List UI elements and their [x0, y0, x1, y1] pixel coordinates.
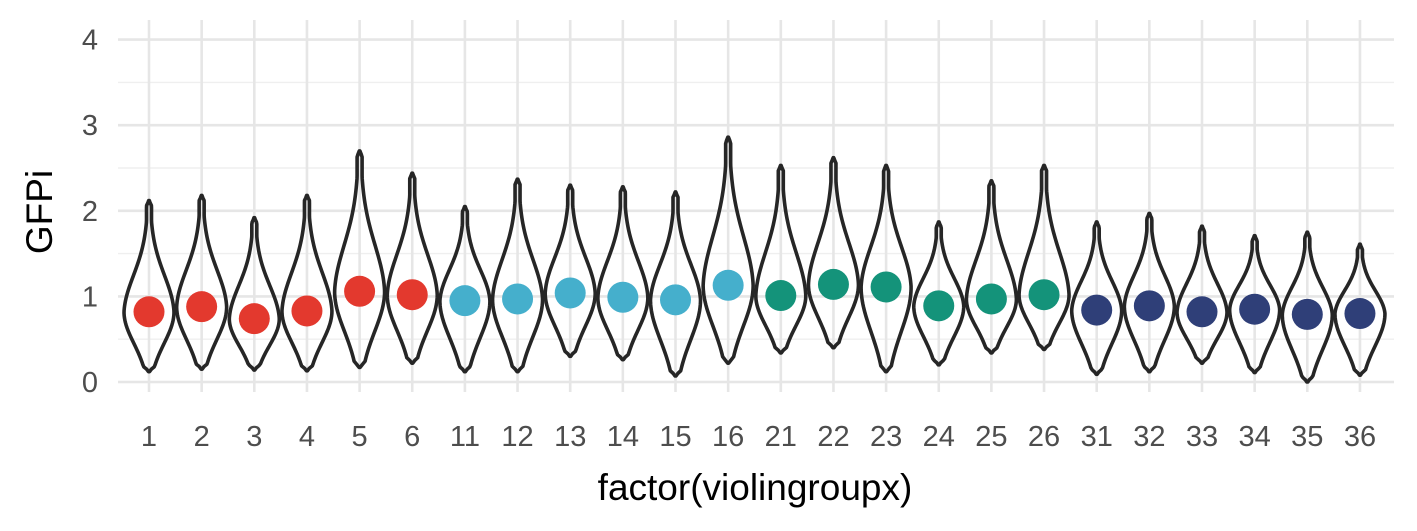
- violin-22: [806, 155, 861, 350]
- point-34: [1239, 293, 1271, 325]
- point-4: [291, 295, 323, 327]
- x-tick-label: 3: [246, 421, 262, 453]
- point-33: [1186, 296, 1218, 328]
- x-tick-label: 13: [554, 421, 586, 453]
- violins: [122, 135, 1387, 384]
- point-26: [1028, 279, 1060, 311]
- point-24: [923, 290, 955, 322]
- x-tick-labels: 1 2 3 4 5 6 11 12 13 14 15 16 21 22 23 24 25 26 31 32 33 34 35…: [141, 421, 1376, 453]
- x-tick-label: 34: [1239, 421, 1271, 453]
- y-tick-label: 1: [82, 281, 98, 313]
- point-16: [712, 269, 744, 301]
- violin-33: [1175, 224, 1229, 365]
- x-tick-label: 22: [817, 421, 849, 453]
- violin-2: [174, 193, 229, 371]
- point-11: [449, 285, 481, 317]
- x-tick-label: 15: [659, 421, 691, 453]
- points: [133, 268, 1376, 335]
- x-tick-label: 36: [1344, 421, 1376, 453]
- violin-14: [596, 185, 650, 362]
- x-tick-label: 16: [712, 421, 744, 453]
- x-tick-label: 26: [1028, 421, 1060, 453]
- violin-26: [1017, 163, 1071, 352]
- point-1: [133, 296, 165, 328]
- violin-15: [648, 190, 703, 378]
- violin-25: [964, 179, 1019, 355]
- violin-13: [543, 183, 597, 359]
- violin-16: [701, 135, 755, 365]
- violin-6: [385, 171, 440, 365]
- point-23: [870, 271, 902, 303]
- violin-24: [911, 220, 966, 367]
- point-14: [607, 281, 639, 313]
- y-tick-label: 4: [82, 25, 98, 57]
- x-tick-label: 5: [352, 421, 368, 453]
- violin-36: [1333, 242, 1387, 377]
- point-3: [238, 303, 270, 335]
- violin-5: [332, 149, 387, 370]
- point-21: [765, 280, 797, 312]
- x-tick-label: 35: [1291, 421, 1323, 453]
- violin-21: [754, 163, 808, 355]
- violin-1: [122, 198, 176, 374]
- violin-35: [1280, 230, 1335, 384]
- point-2: [186, 291, 218, 323]
- x-tick-label: 21: [765, 421, 797, 453]
- point-35: [1291, 298, 1323, 330]
- violin-12: [490, 177, 545, 374]
- y-tick-label: 2: [82, 196, 98, 228]
- y-tick-label: 3: [82, 110, 98, 142]
- point-22: [817, 268, 849, 300]
- x-tick-label: 32: [1133, 421, 1165, 453]
- x-tick-label: 4: [299, 421, 315, 453]
- y-tick-label: 0: [82, 367, 98, 399]
- x-tick-label: 11: [450, 421, 480, 453]
- x-tick-label: 24: [923, 421, 955, 453]
- x-axis-title: factor(violingroupx): [598, 467, 913, 508]
- violin-4: [280, 193, 334, 373]
- violin-23: [859, 163, 913, 374]
- x-tick-label: 23: [870, 421, 902, 453]
- point-25: [975, 283, 1007, 315]
- x-tick-label: 6: [404, 421, 420, 453]
- violin-32: [1122, 211, 1177, 374]
- y-tick-labels: 0 1 2 3 4: [82, 25, 98, 399]
- x-tick-label: 33: [1186, 421, 1218, 453]
- x-tick-label: 1: [141, 421, 157, 453]
- point-6: [396, 279, 428, 311]
- point-32: [1133, 290, 1165, 322]
- point-36: [1344, 298, 1376, 330]
- x-tick-label: 14: [607, 421, 639, 453]
- x-tick-label: 25: [975, 421, 1007, 453]
- point-31: [1081, 294, 1113, 326]
- x-tick-label: 31: [1081, 421, 1113, 453]
- point-12: [502, 283, 534, 315]
- violin-3: [227, 215, 282, 372]
- violin-11: [438, 204, 492, 374]
- point-15: [660, 284, 691, 316]
- point-5: [344, 275, 376, 307]
- y-axis-title: GFPi: [19, 170, 60, 254]
- x-tick-label: 12: [501, 421, 533, 453]
- violin-34: [1227, 233, 1282, 375]
- x-tick-label: 2: [194, 421, 210, 453]
- violin-31: [1069, 220, 1124, 377]
- point-13: [554, 277, 586, 309]
